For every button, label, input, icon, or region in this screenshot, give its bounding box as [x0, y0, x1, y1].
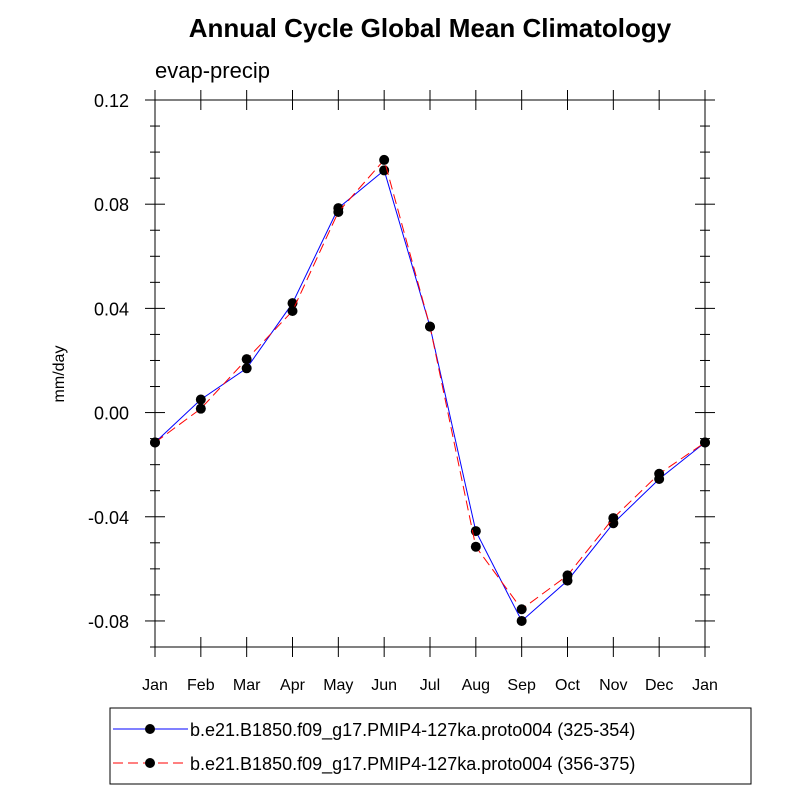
y-tick-label: -0.04: [88, 508, 129, 528]
x-tick-label: Oct: [555, 677, 580, 694]
y-tick-label: 0.00: [94, 404, 129, 424]
x-tick-label: Nov: [599, 677, 627, 694]
y-tick-label: 0.08: [94, 195, 129, 215]
series-1-point: [241, 363, 252, 374]
series-2-point: [333, 207, 344, 218]
y-axis-label: mm/day: [51, 346, 68, 403]
y-tick-label: 0.04: [94, 299, 129, 319]
series-2-point: [195, 403, 206, 414]
y-tick-label: -0.08: [88, 612, 129, 632]
legend-label: b.e21.B1850.f09_g17.PMIP4-127ka.proto004…: [190, 754, 635, 775]
series-2-point: [516, 604, 527, 615]
x-tick-label: Aug: [462, 677, 490, 694]
series-2-point: [425, 321, 435, 332]
legend-label: b.e21.B1850.f09_g17.PMIP4-127ka.proto004…: [190, 720, 635, 741]
series-2-point: [241, 354, 252, 365]
x-tick-label: Jan: [142, 677, 168, 694]
x-tick-label: Feb: [187, 677, 215, 694]
series-1-line: [154, 169, 706, 622]
legend-box: [109, 707, 752, 785]
x-tick-label: Dec: [645, 677, 673, 694]
y-tick-label: 0.12: [94, 91, 129, 111]
chart-subtitle: evap-precip: [155, 58, 270, 83]
x-tick-label: Jun: [371, 677, 397, 694]
series-2-line: [154, 158, 706, 610]
chart-title: Annual Cycle Global Mean Climatology: [189, 13, 672, 43]
x-tick-label: Jan: [692, 677, 718, 694]
series-lines: [150, 154, 710, 626]
series-2-point: [470, 541, 481, 552]
legend-swatch-marker: [145, 724, 155, 734]
axis-ticks: 0.12 0.08 0.04 0.00 -0.04 -0.08 Jan Feb Mar Apr Ma…: [88, 90, 718, 694]
series-2-point: [379, 154, 390, 165]
x-tick-label: May: [323, 677, 353, 694]
series-2-point: [654, 468, 665, 479]
series-2-point: [608, 513, 619, 524]
series-2-point: [287, 305, 298, 316]
x-tick-label: Mar: [233, 677, 261, 694]
plot-area-frame: [154, 99, 706, 648]
series-1-point: [516, 615, 527, 626]
x-tick-label: Apr: [280, 677, 306, 694]
series-2-point: [562, 570, 573, 581]
series-1-point: [195, 394, 206, 405]
legend: b.e21.B1850.f09_g17.PMIP4-127ka.proto004…: [109, 707, 752, 785]
legend-swatch-marker: [145, 758, 155, 768]
x-tick-label: Jul: [420, 677, 440, 694]
x-tick-label: Sep: [507, 677, 536, 694]
